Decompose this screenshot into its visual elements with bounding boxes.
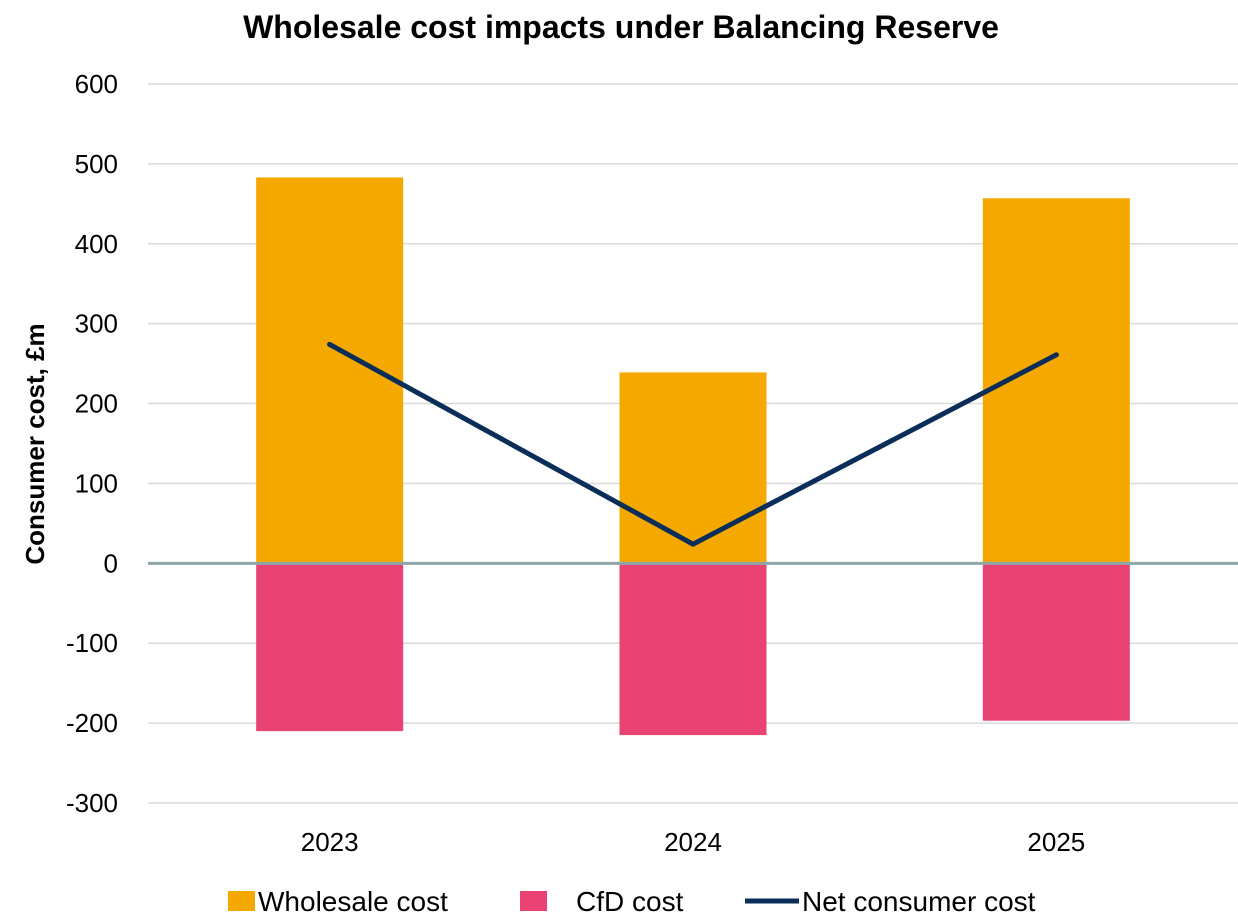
wholesale-cost-legend-label: Wholesale cost (258, 886, 448, 915)
y-tick-label: 500 (75, 149, 118, 179)
net-consumer-cost-legend-label: Net consumer cost (802, 886, 1036, 915)
y-tick-label: -300 (66, 788, 118, 818)
net-line-series (327, 341, 1059, 547)
cfd-cost-bar (982, 563, 1130, 721)
x-tick-label: 2024 (664, 827, 722, 857)
x-tick-label: 2025 (1027, 827, 1085, 857)
cfd-cost-legend-swatch (520, 891, 547, 911)
y-tick-label: 100 (75, 468, 118, 498)
y-tick-label: -100 (66, 628, 118, 658)
chart-title: Wholesale cost impacts under Balancing R… (243, 9, 999, 45)
x-tick-label: 2023 (301, 827, 359, 857)
y-tick-label: -200 (66, 708, 118, 738)
y-tick-label: 300 (75, 309, 118, 339)
cfd-cost-bar (619, 563, 767, 736)
legend: Wholesale cost CfD cost Net consumer cost (228, 886, 1036, 915)
bars (256, 177, 1130, 736)
net-consumer-cost-point (1053, 352, 1059, 358)
wholesale-cost-bar (619, 372, 767, 564)
net-consumer-cost-point (327, 341, 333, 347)
net-consumer-cost-point (690, 541, 696, 547)
y-axis-label: Consumer cost, £m (20, 323, 50, 564)
cfd-cost-legend-label: CfD cost (576, 886, 684, 915)
y-tick-labels: 600 500 400 300 200 100 0 -100 -200 -300 (66, 69, 118, 818)
y-tick-label: 0 (104, 548, 118, 578)
x-tick-labels: 2023 2024 2025 (301, 827, 1086, 857)
y-tick-label: 200 (75, 389, 118, 419)
y-tick-label: 400 (75, 229, 118, 259)
cfd-cost-bar (256, 563, 404, 732)
wholesale-cost-legend-swatch (228, 891, 255, 911)
y-tick-label: 600 (75, 69, 118, 99)
